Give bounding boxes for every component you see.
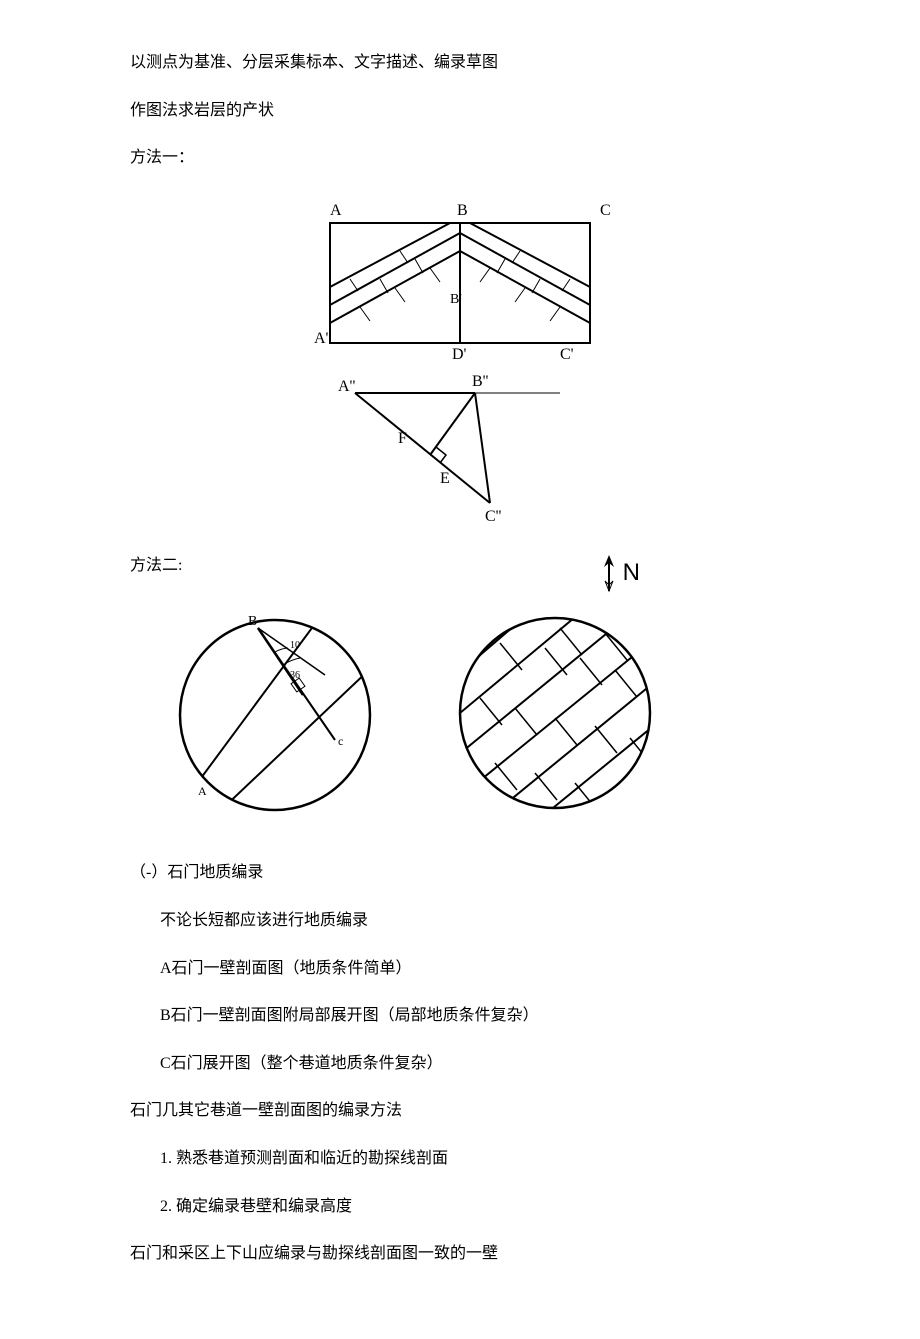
label-A: A [330,202,342,219]
diagram-method-1: A B C B' A' D' C' A'' B'' C'' F E [130,193,790,523]
text-line-3: 方法一： [130,145,790,171]
north-indicator: N [599,553,640,593]
text-line-12: 2. 确定编录巷壁和编录高度 [130,1194,790,1220]
label-Cp: C' [560,346,574,363]
label-C: C [600,202,611,219]
text-line-1: 以测点为基准、分层采集标本、文字描述、编录草图 [130,50,790,76]
label-B-c1: B [248,614,257,629]
text-line-11: 1. 熟悉巷道预测剖面和临近的勘探线剖面 [130,1146,790,1172]
circle-diagram-1: B A c 10 36 [160,600,390,830]
label-A-c1: A [198,784,207,798]
label-angle2: 36 [290,670,300,681]
text-line-7: A石门一壁剖面图（地质条件简单） [130,956,790,982]
label-App: A'' [338,378,355,395]
label-c-c1: c [338,734,343,748]
text-line-4: 方法二: [130,553,790,579]
text-line-6: 不论长短都应该进行地质编录 [130,908,790,934]
text-line-9: C石门展开图（整个巷道地质条件复杂） [130,1051,790,1077]
text-line-8: B石门一壁剖面图附局部展开图（局部地质条件复杂） [130,1003,790,1029]
label-B: B [457,202,468,219]
label-angle1: 10 [290,640,300,651]
label-E: E [440,470,450,487]
text-line-5: （-）石门地质编录 [130,860,790,886]
label-Dp: D' [452,346,467,363]
diagram-method-2: B A c 10 36 N [130,600,790,830]
label-Cpp: C'' [485,508,502,523]
label-F: F [398,430,407,447]
text-line-13: 石门和采区上下山应编录与勘探线剖面图一致的一壁 [130,1241,790,1267]
text-line-2: 作图法求岩层的产状 [130,98,790,124]
circle-diagram-2 [450,608,660,818]
label-Ap: A' [314,330,329,347]
label-Bp: B' [450,292,462,307]
label-Bpp: B'' [472,373,489,390]
text-line-10: 石门几其它巷道一壁剖面图的编录方法 [130,1098,790,1124]
